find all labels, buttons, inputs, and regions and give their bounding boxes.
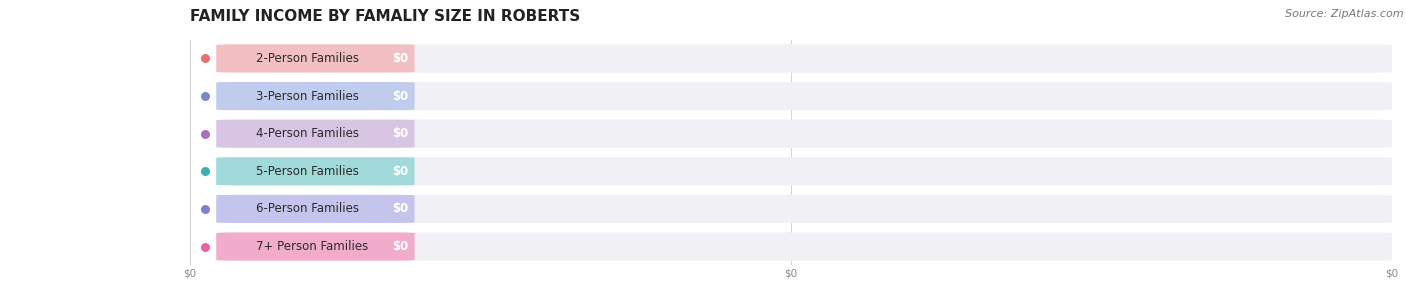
Text: 4-Person Families: 4-Person Families — [256, 127, 359, 140]
FancyBboxPatch shape — [217, 82, 1392, 110]
Text: $0: $0 — [392, 240, 409, 253]
Text: 6-Person Families: 6-Person Families — [256, 203, 359, 215]
FancyBboxPatch shape — [217, 232, 1392, 261]
Text: $0: $0 — [392, 203, 409, 215]
Point — [194, 56, 217, 61]
Point — [194, 244, 217, 249]
Text: $0: $0 — [392, 127, 409, 140]
Text: $0: $0 — [392, 165, 409, 178]
FancyBboxPatch shape — [217, 120, 1392, 148]
Text: 2-Person Families: 2-Person Families — [256, 52, 359, 65]
Point — [194, 206, 217, 211]
Point — [194, 169, 217, 174]
Text: FAMILY INCOME BY FAMALIY SIZE IN ROBERTS: FAMILY INCOME BY FAMALIY SIZE IN ROBERTS — [190, 9, 581, 24]
Text: 3-Person Families: 3-Person Families — [256, 90, 359, 102]
FancyBboxPatch shape — [217, 44, 415, 73]
FancyBboxPatch shape — [217, 232, 415, 261]
FancyBboxPatch shape — [217, 157, 1392, 185]
Text: 5-Person Families: 5-Person Families — [256, 165, 359, 178]
Text: $0: $0 — [392, 52, 409, 65]
FancyBboxPatch shape — [217, 44, 1392, 73]
Point — [194, 94, 217, 99]
FancyBboxPatch shape — [217, 195, 415, 223]
Text: $0: $0 — [392, 90, 409, 102]
Point — [194, 131, 217, 136]
FancyBboxPatch shape — [217, 120, 415, 148]
Text: Source: ZipAtlas.com: Source: ZipAtlas.com — [1285, 9, 1403, 19]
FancyBboxPatch shape — [217, 82, 415, 110]
FancyBboxPatch shape — [217, 157, 415, 185]
FancyBboxPatch shape — [217, 195, 1392, 223]
Text: 7+ Person Families: 7+ Person Families — [256, 240, 368, 253]
